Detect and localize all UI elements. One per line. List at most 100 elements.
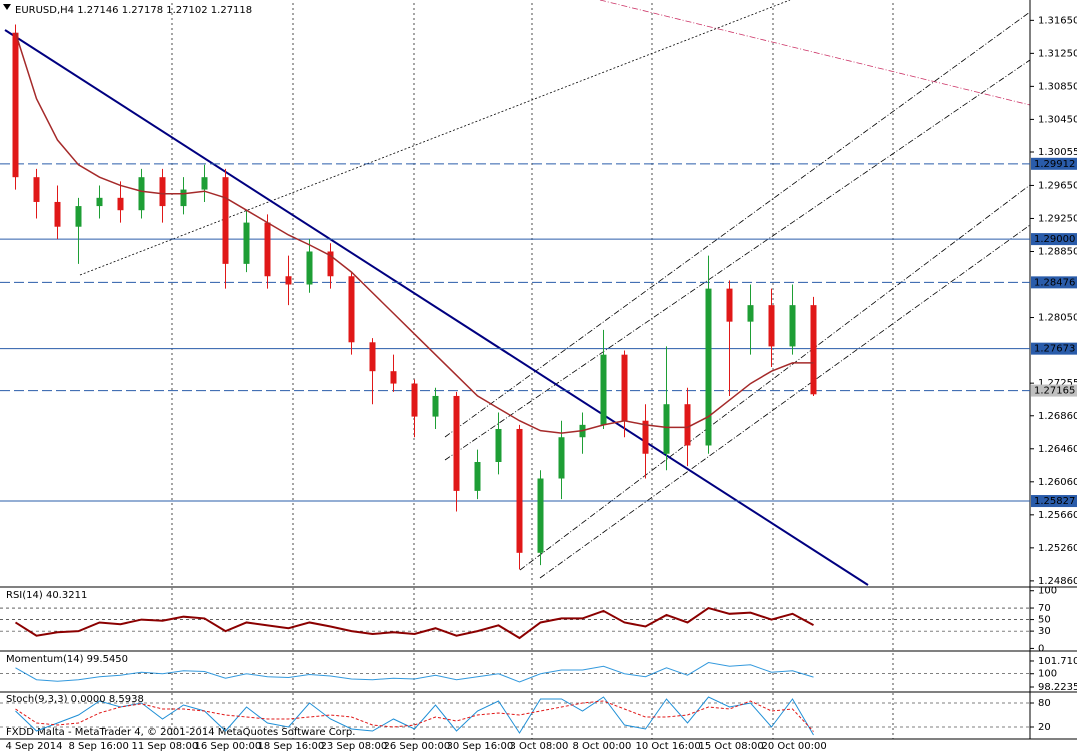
candle-body bbox=[75, 206, 82, 227]
candle-body bbox=[621, 354, 628, 421]
x-tick-label: 8 Oct 00:00 bbox=[573, 741, 632, 752]
level-label-box bbox=[1031, 384, 1077, 397]
candle-body bbox=[684, 404, 691, 446]
x-tick-label: 4 Sep 2014 bbox=[6, 741, 63, 752]
y-tick-label: 1.28850 bbox=[1038, 246, 1077, 257]
channel-line bbox=[444, 59, 1031, 461]
candle-body bbox=[558, 437, 565, 479]
candle-body bbox=[432, 395, 439, 417]
level-label: 1.27673 bbox=[1034, 344, 1075, 355]
y-tick-label: 1.26460 bbox=[1038, 444, 1077, 455]
channel-line bbox=[444, 11, 1031, 438]
chart-title: EURUSD,H4 1.27146 1.27178 1.27102 1.2711… bbox=[15, 5, 252, 16]
moving-average bbox=[14, 32, 814, 434]
y-tick-label: 30 bbox=[1038, 626, 1051, 637]
candle-body bbox=[201, 177, 208, 190]
channel-line bbox=[519, 184, 1031, 571]
candle-body bbox=[663, 404, 670, 454]
candle-body bbox=[747, 305, 754, 322]
level-label-box bbox=[1031, 495, 1077, 508]
y-tick-label: 1.25260 bbox=[1038, 543, 1077, 554]
y-tick-label: 1.31250 bbox=[1038, 48, 1077, 59]
candle-body bbox=[327, 251, 334, 277]
x-tick-label: 3 Oct 08:00 bbox=[510, 741, 569, 752]
y-tick-label: 1.30055 bbox=[1038, 147, 1077, 158]
x-tick-label: 20 Oct 00:00 bbox=[762, 741, 827, 752]
candle-body bbox=[642, 420, 649, 454]
y-tick-label: 101.7105 bbox=[1038, 656, 1077, 667]
candle-body bbox=[54, 201, 61, 227]
candle-body bbox=[390, 371, 397, 384]
trend-line bbox=[4, 29, 869, 586]
y-tick-label: 80 bbox=[1038, 698, 1051, 709]
level-label: 1.29000 bbox=[1034, 234, 1075, 245]
x-tick-label: 23 Sep 08:00 bbox=[321, 741, 388, 752]
y-tick-label: 1.27255 bbox=[1038, 378, 1077, 389]
y-tick-label: 1.29250 bbox=[1038, 213, 1077, 224]
candle-body bbox=[789, 305, 796, 347]
candle-body bbox=[600, 354, 607, 425]
candle-body bbox=[180, 189, 187, 207]
candle-body bbox=[453, 395, 460, 491]
panel-title: Stoch(9,3,3) 0.0000 8.5938 bbox=[6, 694, 144, 705]
y-tick-label: 0 bbox=[1038, 643, 1044, 654]
candle-body bbox=[222, 177, 229, 264]
candle-body bbox=[474, 461, 481, 491]
y-tick-label: 1.28050 bbox=[1038, 313, 1077, 324]
x-tick-label: 18 Sep 16:00 bbox=[258, 741, 325, 752]
candle-body bbox=[285, 276, 292, 285]
x-tick-label: 15 Oct 08:00 bbox=[699, 741, 764, 752]
level-label-box bbox=[1031, 157, 1077, 170]
channel-line bbox=[539, 224, 1031, 579]
trend-line bbox=[79, 0, 791, 276]
x-tick-label: 11 Sep 08:00 bbox=[132, 741, 199, 752]
panel-title: RSI(14) 40.3211 bbox=[6, 590, 87, 601]
candle-body bbox=[33, 177, 40, 202]
candle-body bbox=[495, 428, 502, 462]
candle-body bbox=[243, 222, 250, 264]
candle-body bbox=[159, 177, 166, 207]
candle-body bbox=[726, 288, 733, 322]
level-label-box bbox=[1031, 342, 1077, 355]
candle-body bbox=[411, 383, 418, 417]
y-tick-label: 20 bbox=[1038, 722, 1051, 733]
candle-body bbox=[12, 32, 19, 178]
candle-body bbox=[810, 305, 817, 395]
y-tick-label: 1.26860 bbox=[1038, 411, 1077, 422]
footer: FXDD Malta - MetaTrader 4, © 2001-2014 M… bbox=[6, 727, 355, 738]
indicator-line bbox=[14, 606, 814, 640]
candle-body bbox=[369, 342, 376, 372]
y-tick-label: 70 bbox=[1038, 603, 1051, 614]
y-tick-label: 1.30850 bbox=[1038, 81, 1077, 92]
x-tick-label: 16 Sep 00:00 bbox=[195, 741, 262, 752]
y-tick-label: 98.2235 bbox=[1038, 682, 1077, 693]
level-label: 1.25827 bbox=[1034, 496, 1075, 507]
candle-body bbox=[768, 305, 775, 347]
y-tick-label: 1.29650 bbox=[1038, 180, 1077, 191]
x-tick-label: 8 Sep 16:00 bbox=[69, 741, 129, 752]
y-tick-label: 1.30450 bbox=[1038, 114, 1077, 125]
x-tick-label: 10 Oct 16:00 bbox=[636, 741, 701, 752]
candle-body bbox=[138, 177, 145, 211]
symbol-icon bbox=[3, 4, 11, 10]
y-tick-label: 1.26060 bbox=[1038, 477, 1077, 488]
level-label: 1.28476 bbox=[1034, 277, 1075, 288]
y-tick-label: 100 bbox=[1038, 586, 1057, 597]
candle-body bbox=[117, 197, 124, 211]
x-tick-label: 30 Sep 16:00 bbox=[447, 741, 514, 752]
y-tick-label: 1.31650 bbox=[1038, 15, 1077, 26]
candle-body bbox=[96, 197, 103, 207]
panel-title: Momentum(14) 99.5450 bbox=[6, 654, 128, 665]
candle-body bbox=[705, 288, 712, 446]
candle-body bbox=[264, 222, 271, 277]
x-tick-label: 26 Sep 00:00 bbox=[384, 741, 451, 752]
indicator-line bbox=[15, 700, 814, 732]
y-tick-label: 1.25660 bbox=[1038, 510, 1077, 521]
candle-body bbox=[306, 251, 313, 285]
trend-line bbox=[599, 0, 1031, 106]
candle-body bbox=[516, 428, 523, 553]
level-label-box bbox=[1031, 276, 1077, 289]
